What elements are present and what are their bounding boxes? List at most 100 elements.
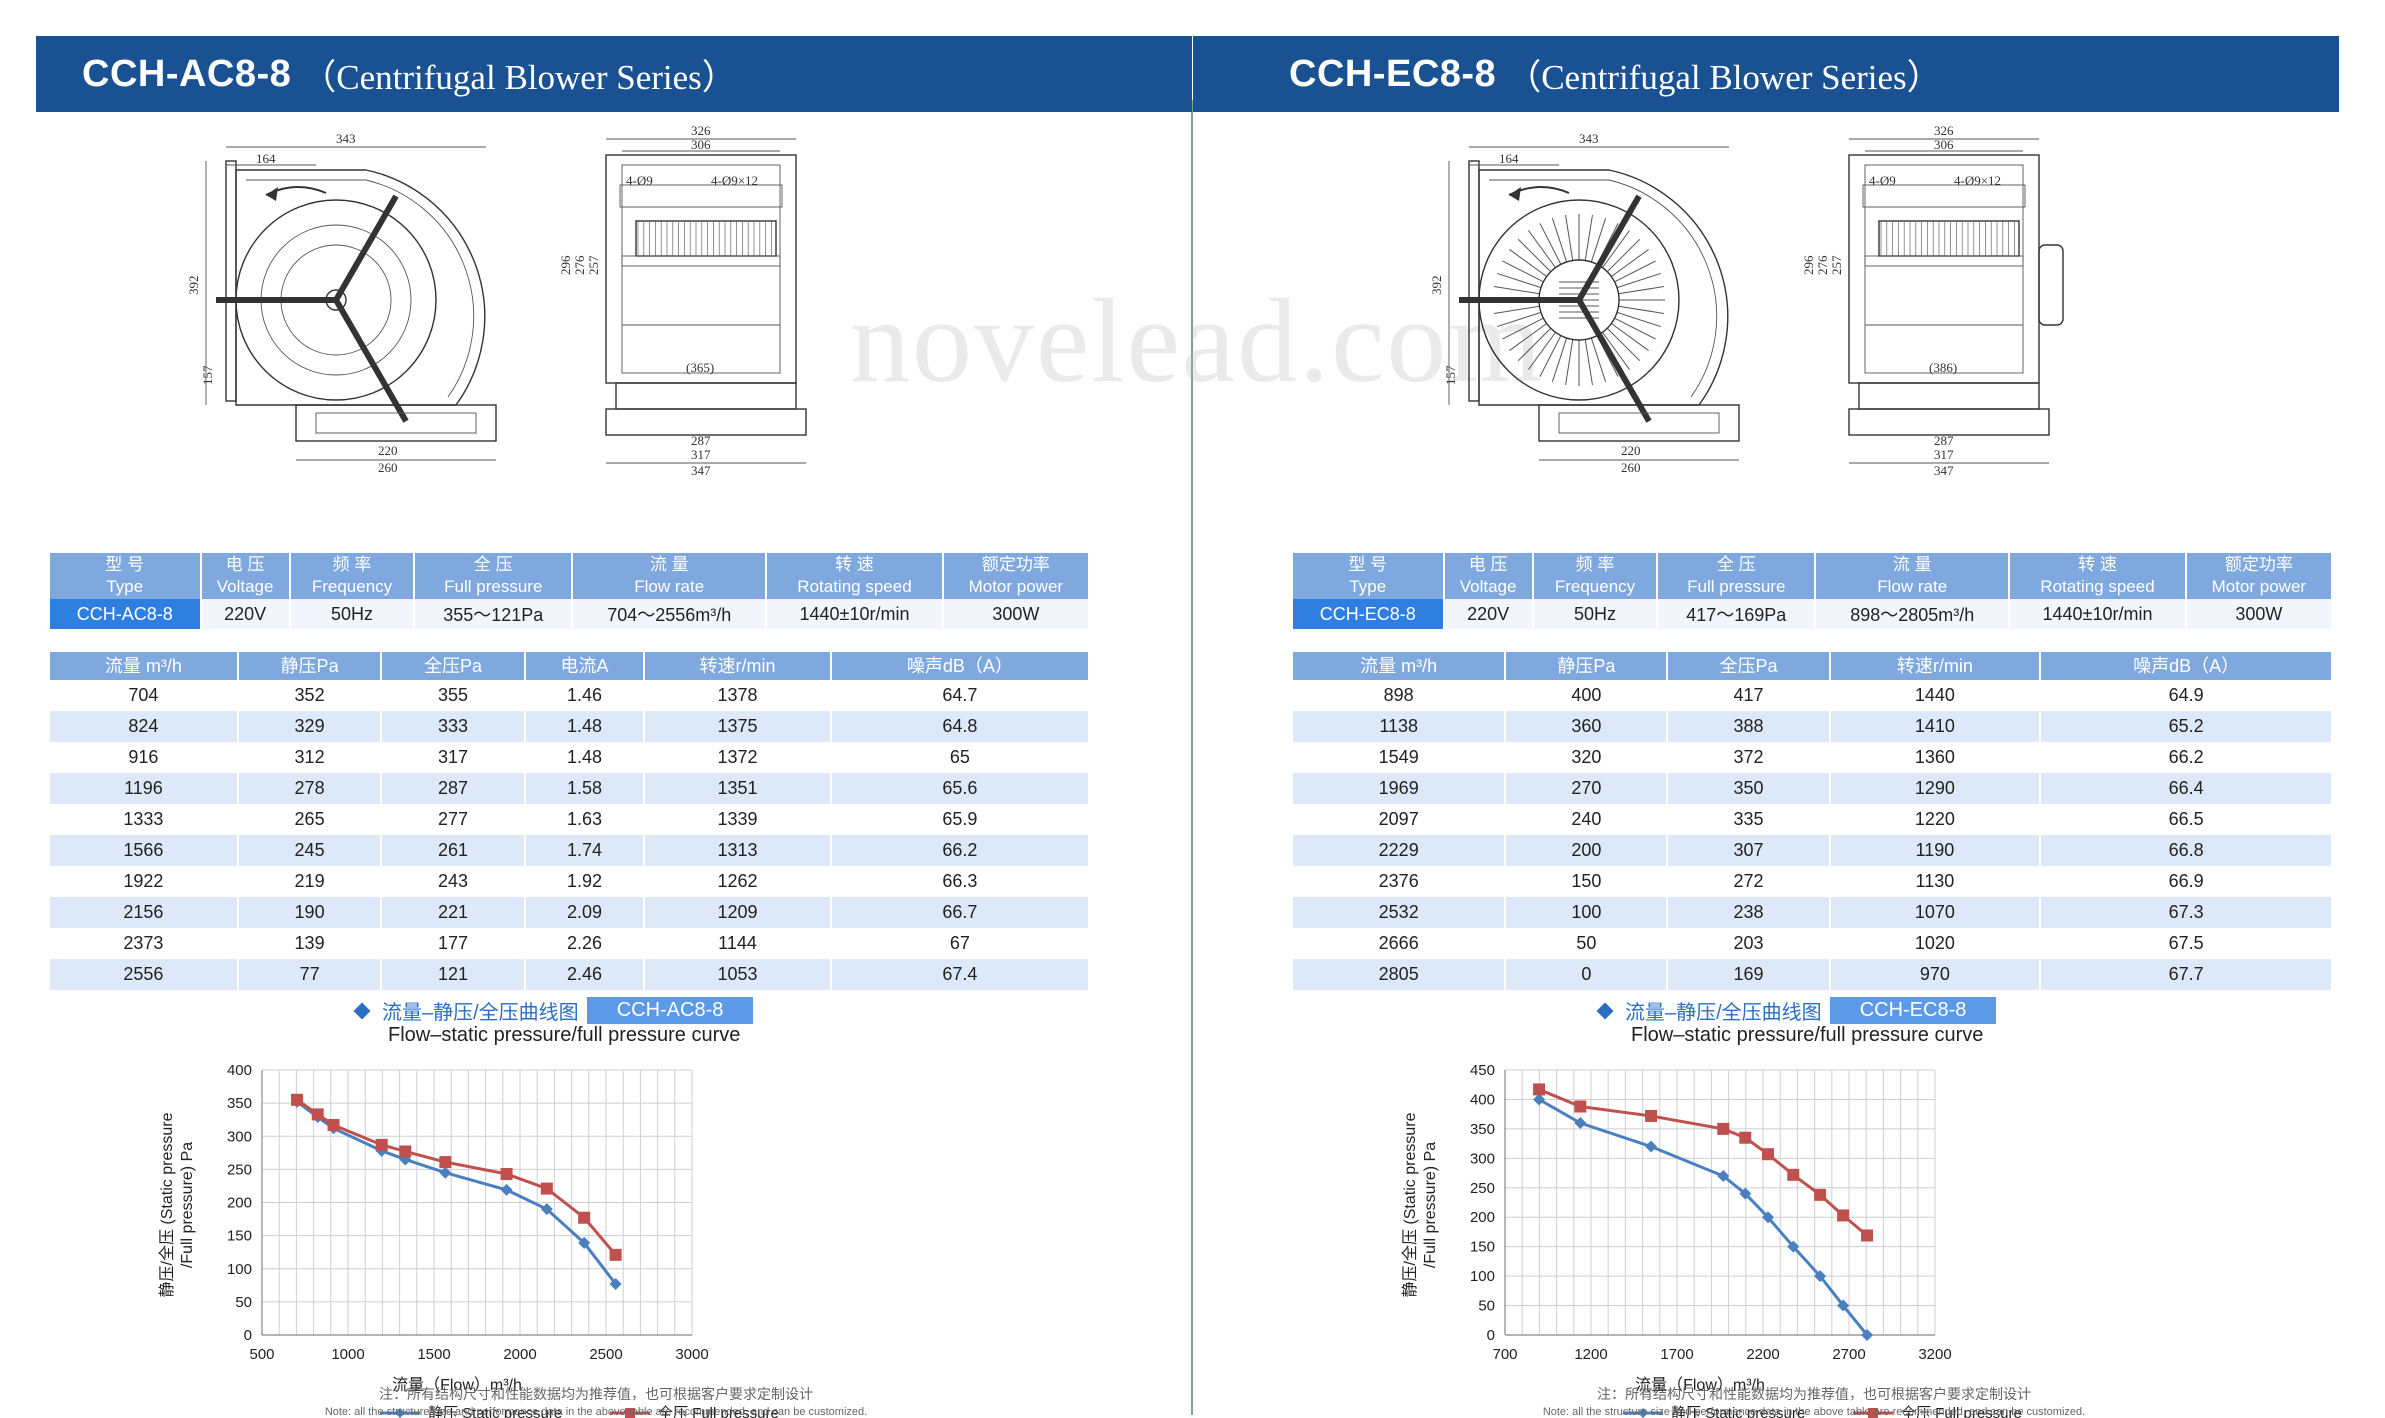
table-cell: 388: [1668, 711, 1831, 742]
spec-header-cn: 额定功率: [981, 555, 1050, 574]
dim-label: 343: [336, 131, 356, 146]
data-point: [540, 1203, 553, 1216]
data-point: [399, 1145, 412, 1158]
x-axis-label: 流量（Flow）m³/h: [392, 1376, 522, 1394]
footnote-cn: 注：所有结构尺寸和性能数据均为推荐值，也可根据客户要求定制设计: [379, 1386, 813, 1402]
data-point: [1717, 1122, 1730, 1135]
perf-header-cell: 噪声dB（A）: [2041, 652, 2333, 680]
table-cell: 1.74: [525, 835, 646, 866]
table-cell: 66.2: [2041, 742, 2333, 773]
spec-value-cell: 50Hz: [1533, 599, 1659, 629]
table-row: 1566 245 261 1.74 1313 66.2: [50, 835, 1090, 866]
spec-header-cell: 转 速 Rotating speed: [767, 553, 944, 599]
front-base: [1858, 382, 2040, 410]
data-point: [540, 1182, 553, 1195]
spec-value-cell: 300W: [2186, 599, 2333, 629]
data-point: [1814, 1270, 1827, 1283]
dim-label: 164: [1499, 151, 1519, 166]
spec-header-cn: 流 量: [649, 555, 689, 574]
y-tick-label: 100: [227, 1261, 252, 1278]
spec-value-cell: 1440±10r/min: [2010, 599, 2187, 629]
table-cell: 245: [238, 835, 383, 866]
table-cell: 66.2: [831, 835, 1090, 866]
table-row: 2373 139 177 2.26 1144 67: [50, 928, 1090, 959]
table-cell: 50: [1506, 928, 1669, 959]
table-cell: 1130: [1830, 866, 2042, 897]
data-point: [1645, 1140, 1658, 1153]
table-cell: 65.9: [831, 804, 1090, 835]
dim-label: 257: [586, 255, 601, 275]
ec-motor-fins: [1493, 214, 1665, 386]
table-cell: 352: [238, 680, 383, 711]
spec-header-en: Voltage: [216, 577, 274, 596]
table-cell: 277: [382, 804, 526, 835]
x-tick-label: 500: [249, 1346, 274, 1363]
mount-arm: [1576, 298, 1652, 423]
panel-ac: CCH-AC8-8 （Centrifugal Blower Series） 34…: [0, 0, 1192, 1418]
title-model: CCH-EC8-8: [1289, 52, 1497, 95]
title-series: （Centrifugal Blower Series）: [301, 57, 737, 97]
spec-header-en: Rotating speed: [797, 577, 912, 596]
data-point: [609, 1277, 622, 1290]
dim-label: 4-Ø9×12: [711, 173, 758, 188]
dim-label: 296: [558, 255, 573, 275]
data-point: [1837, 1299, 1850, 1312]
table-row: 2229 200 307 1190 66.8: [1293, 835, 2333, 866]
dim-label: 326: [691, 125, 711, 138]
table-cell: 2532: [1293, 897, 1507, 928]
table-cell: 1020: [1830, 928, 2042, 959]
table-cell: 1313: [645, 835, 832, 866]
spec-header-cn: 型 号: [105, 555, 145, 574]
data-point: [500, 1183, 513, 1196]
curve-title: 流量–静压/全压曲线图 CCH-AC8-8: [353, 996, 754, 1025]
spec-model-cell: CCH-AC8-8: [50, 599, 202, 629]
spec-header-cn: 全 压: [473, 555, 513, 574]
spec-value-cell: 1440±10r/min: [767, 599, 944, 629]
table-cell: 824: [50, 711, 239, 742]
table-cell: 65.2: [2041, 711, 2333, 742]
table-cell: 2.26: [525, 928, 646, 959]
spec-header-cn: 频 率: [332, 555, 372, 574]
y-tick-label: 350: [1470, 1121, 1495, 1138]
table-cell: 100: [1506, 897, 1669, 928]
table-cell: 67.4: [831, 959, 1090, 990]
base-inner: [1558, 412, 1720, 434]
table-cell: 203: [1668, 928, 1831, 959]
side-flange: [1468, 160, 1480, 402]
table-cell: 1549: [1293, 742, 1507, 773]
table-cell: 372: [1668, 742, 1831, 773]
perf-header-cell: 流量 m³/h: [50, 652, 239, 680]
perf-header-cell: 转速r/min: [1830, 652, 2042, 680]
table-cell: 177: [382, 928, 526, 959]
spec-header-en: Rotating speed: [2040, 577, 2155, 596]
x-tick-label: 1700: [1660, 1346, 1693, 1363]
dim-label: 157: [200, 365, 215, 385]
table-cell: 64.8: [831, 711, 1090, 742]
pressure-flow-chart: 500 1000 1500 2000 2500 3000 0 50 100 150 200 250 30…: [150, 1050, 1210, 1418]
spec-header-cn: 流 量: [1892, 555, 1932, 574]
table-cell: 898: [1293, 680, 1507, 711]
side-flange: [225, 160, 237, 402]
data-point: [439, 1166, 452, 1179]
dim-label: 260: [378, 460, 398, 475]
y-tick-label: 250: [227, 1161, 252, 1178]
table-row: 1196 278 287 1.58 1351 65.6: [50, 773, 1090, 804]
table-cell: 65.6: [831, 773, 1090, 804]
table-cell: 970: [1830, 959, 2042, 990]
table-row: 1969 270 350 1290 66.4: [1293, 773, 2333, 804]
y-tick-label: 100: [1470, 1268, 1495, 1285]
y-tick-label: 350: [227, 1095, 252, 1112]
inlet-ring: [1864, 255, 2024, 267]
data-point: [327, 1118, 340, 1131]
spec-header-cell: 频 率 Frequency: [1533, 553, 1659, 599]
inlet-ring: [621, 255, 781, 267]
table-cell: 1.48: [525, 742, 646, 773]
curve-title: 流量–静压/全压曲线图 CCH-EC8-8: [1596, 996, 1997, 1025]
table-cell: 2097: [1293, 804, 1507, 835]
diamond-bullet-icon: [353, 1002, 371, 1019]
curve-title-cn: 流量–静压/全压曲线图: [382, 1002, 579, 1024]
spec-header-cn: 频 率: [1575, 555, 1615, 574]
table-cell: 66.4: [2041, 773, 2333, 804]
dim-label: 220: [378, 443, 398, 458]
spec-header-cn: 全 压: [1716, 555, 1756, 574]
